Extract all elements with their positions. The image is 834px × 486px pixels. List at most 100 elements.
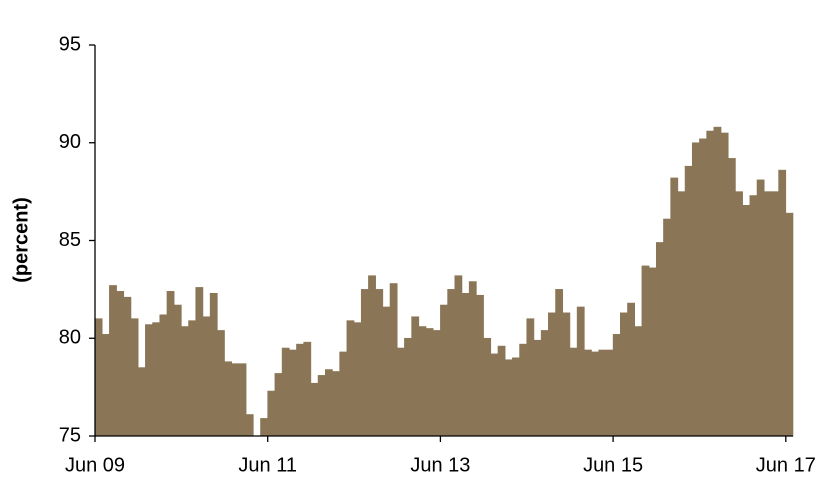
bar	[332, 371, 340, 437]
bar	[109, 285, 117, 437]
bar	[735, 191, 743, 437]
bar	[771, 191, 779, 437]
bar	[612, 334, 621, 437]
y-tick-label: 80	[59, 327, 81, 349]
bar	[145, 324, 153, 437]
bar	[432, 330, 441, 437]
bar	[245, 414, 254, 437]
bar	[101, 334, 110, 437]
bar	[209, 292, 218, 437]
bar	[548, 312, 556, 437]
bar	[713, 126, 722, 437]
bar	[778, 169, 787, 437]
bar	[619, 312, 628, 437]
bar	[497, 345, 506, 437]
bar	[195, 287, 204, 437]
bar	[447, 289, 456, 437]
bar	[512, 357, 520, 437]
bar	[684, 165, 693, 437]
bar	[785, 212, 794, 437]
x-tick-label: Jun 15	[583, 454, 643, 476]
y-axis-label: (percent)	[10, 197, 32, 283]
bar	[317, 375, 326, 437]
bar	[691, 142, 700, 437]
bar	[584, 349, 592, 437]
bar	[368, 275, 376, 437]
x-tick-label: Jun 17	[756, 454, 816, 476]
bar	[389, 283, 398, 437]
bar	[648, 267, 657, 437]
bar	[166, 291, 175, 437]
bar	[476, 294, 484, 437]
y-tick-label: 85	[59, 229, 81, 251]
bar	[591, 351, 600, 437]
bar	[267, 390, 276, 437]
bar	[396, 347, 405, 437]
bar	[274, 373, 283, 437]
bar	[562, 312, 571, 437]
bar	[555, 289, 564, 437]
bar	[454, 275, 463, 437]
bar	[296, 343, 304, 437]
bar	[655, 242, 664, 437]
bar	[116, 291, 125, 437]
bar	[634, 326, 643, 437]
bar	[303, 341, 312, 437]
bar	[742, 205, 751, 437]
bar	[238, 363, 247, 437]
bar	[375, 289, 384, 437]
bar	[641, 265, 650, 437]
bar	[288, 349, 297, 437]
bar	[605, 349, 614, 437]
bar	[360, 289, 369, 437]
bar	[519, 343, 528, 437]
bar	[310, 382, 319, 437]
bar	[281, 347, 290, 437]
x-tick-label: Jun 13	[410, 454, 470, 476]
bar	[598, 349, 607, 437]
bar	[756, 179, 765, 437]
bar	[533, 339, 542, 437]
bar	[720, 132, 729, 437]
bar	[569, 347, 578, 437]
bar	[418, 326, 427, 437]
bar	[137, 367, 146, 437]
bar	[123, 296, 132, 437]
bar	[670, 177, 679, 437]
bar	[152, 322, 161, 437]
bar	[425, 328, 434, 437]
bar	[526, 318, 535, 437]
y-tick-label: 75	[59, 424, 81, 446]
bar	[540, 330, 549, 437]
bar	[339, 351, 348, 437]
bar	[404, 337, 412, 437]
bar	[173, 304, 182, 437]
bar	[440, 304, 448, 437]
bar	[504, 359, 513, 437]
bar	[706, 130, 715, 437]
bar	[181, 326, 189, 437]
bar	[490, 353, 499, 437]
bar	[627, 302, 635, 437]
bar	[663, 218, 671, 437]
bar	[699, 138, 707, 437]
bar	[324, 369, 333, 437]
bar	[353, 322, 362, 437]
bar	[346, 320, 355, 437]
bar	[468, 281, 477, 437]
x-tick-label: Jun 09	[65, 454, 125, 476]
bar	[202, 316, 211, 437]
bar	[159, 314, 168, 437]
bar	[231, 363, 240, 437]
bar	[763, 191, 772, 437]
bar	[483, 337, 492, 437]
bar	[130, 318, 139, 437]
bar	[677, 191, 686, 437]
bar	[260, 418, 269, 437]
bar	[576, 306, 585, 437]
bar	[411, 316, 420, 437]
bar	[217, 330, 225, 437]
bar	[94, 318, 103, 437]
bar	[461, 292, 470, 437]
